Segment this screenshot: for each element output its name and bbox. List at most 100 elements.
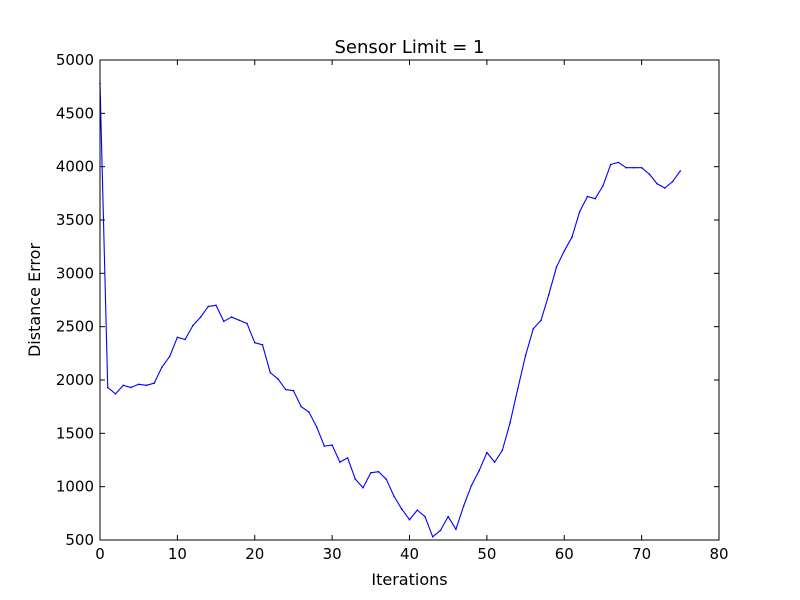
data-point <box>308 411 310 413</box>
data-point <box>215 304 217 307</box>
data-point <box>354 478 357 481</box>
data-point <box>261 344 264 346</box>
data-point <box>563 250 566 252</box>
data-point <box>393 495 395 498</box>
data-point <box>470 484 473 487</box>
data-point <box>586 195 589 198</box>
data-point <box>284 388 287 391</box>
data-point <box>594 197 596 200</box>
data-point <box>648 173 651 175</box>
data-point <box>130 386 132 389</box>
ticks-layer <box>99 59 720 541</box>
data-point <box>315 426 318 428</box>
data-point <box>625 166 627 169</box>
data-point <box>292 389 295 392</box>
x-tick-label: 80 <box>709 545 728 563</box>
data-point <box>478 469 480 472</box>
data-point <box>385 478 388 481</box>
data-point <box>493 461 496 463</box>
data-point <box>416 509 419 511</box>
data-point <box>509 421 511 424</box>
data-point <box>145 384 148 387</box>
data-point <box>679 170 682 172</box>
y-tick-label: 2000 <box>56 371 94 389</box>
data-point <box>571 236 573 238</box>
y-axis-label: Distance Error <box>25 243 44 357</box>
data-point <box>486 451 488 454</box>
data-point <box>408 518 411 521</box>
data-point <box>137 383 140 386</box>
y-tick-label: 4000 <box>56 158 94 176</box>
data-point <box>323 445 326 447</box>
x-tick-label: 40 <box>400 545 419 563</box>
data-point <box>192 324 194 327</box>
data-point <box>431 536 434 538</box>
y-tick-label: 1500 <box>56 424 94 442</box>
data-point <box>462 505 465 507</box>
y-tick-label: 5000 <box>56 51 94 69</box>
data-point <box>207 305 210 308</box>
series-layer <box>99 82 682 538</box>
data-point <box>199 316 202 318</box>
y-tick-label: 4500 <box>56 104 94 122</box>
x-tick-label: 70 <box>632 545 651 563</box>
data-point <box>547 293 550 296</box>
data-point <box>609 163 612 166</box>
x-tick-label: 20 <box>245 545 264 563</box>
data-point <box>439 529 442 532</box>
series-line-distance-error <box>99 83 681 538</box>
axes-frame <box>99 59 720 541</box>
data-point <box>346 457 349 459</box>
labels-layer: 0 10 20 30 40 50 60 70 80 500 1000 1500 2000 2500 3000… <box>56 51 729 563</box>
data-point <box>501 449 504 452</box>
data-point <box>238 319 241 322</box>
data-point <box>602 185 604 187</box>
data-point <box>447 515 449 518</box>
data-point <box>633 166 635 169</box>
data-point <box>277 378 279 380</box>
data-point <box>532 328 535 330</box>
data-point <box>122 384 125 387</box>
data-point <box>339 461 341 463</box>
data-point <box>153 382 155 385</box>
data-point <box>640 166 643 169</box>
data-point <box>362 486 364 489</box>
data-point <box>184 338 186 341</box>
data-point <box>578 210 581 213</box>
data-point <box>246 322 248 325</box>
data-point <box>269 371 272 374</box>
x-axis-label: Iterations <box>371 570 447 589</box>
data-point <box>253 341 256 344</box>
data-point <box>300 405 302 408</box>
data-point <box>656 182 658 185</box>
data-point <box>161 366 163 369</box>
data-point <box>370 472 372 474</box>
data-point <box>664 187 666 189</box>
data-point <box>114 393 117 395</box>
data-point <box>671 180 674 183</box>
x-tick-label: 50 <box>477 545 496 563</box>
x-tick-label: 60 <box>555 545 574 563</box>
data-point <box>230 316 233 318</box>
y-tick-label: 3000 <box>56 264 94 282</box>
y-tick-label: 2500 <box>56 318 94 336</box>
x-tick-label: 30 <box>323 545 342 563</box>
data-point <box>540 319 542 322</box>
data-point <box>424 515 426 518</box>
y-tick-label: 1000 <box>56 478 94 496</box>
x-tick-label: 10 <box>168 545 187 563</box>
data-point <box>106 386 109 389</box>
data-point <box>223 320 225 323</box>
chart-title: Sensor Limit = 1 <box>334 37 484 58</box>
data-point <box>168 355 171 358</box>
y-tick-label: 500 <box>65 531 94 549</box>
data-point <box>455 528 457 531</box>
data-point <box>377 470 380 473</box>
data-point <box>176 336 179 339</box>
data-point <box>400 508 403 510</box>
x-tick-label: 0 <box>95 545 105 563</box>
data-point <box>617 161 620 164</box>
data-point <box>524 354 527 357</box>
